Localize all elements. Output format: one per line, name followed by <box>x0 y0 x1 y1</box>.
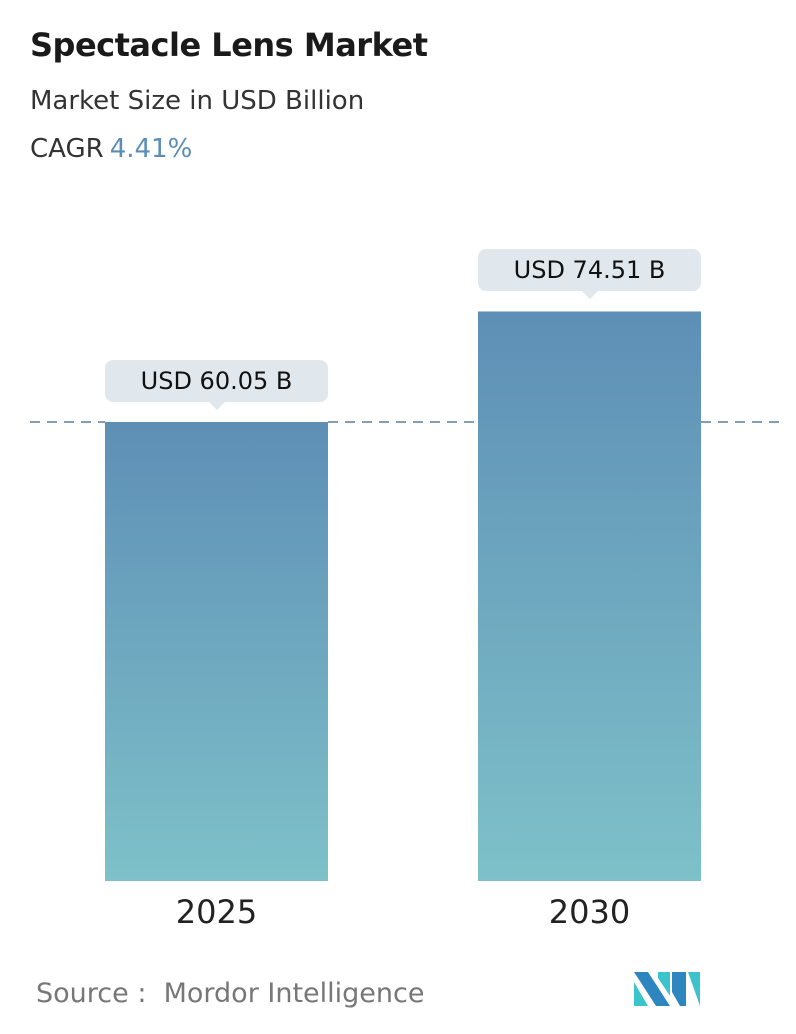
source-text: Source : Mordor Intelligence <box>36 978 424 1009</box>
bar-2025 <box>105 422 328 881</box>
cagr: CAGR 4.41% <box>30 134 192 164</box>
source-label: Source : <box>36 978 147 1009</box>
bar-2030 <box>478 311 701 881</box>
cagr-label: CAGR <box>30 134 104 164</box>
data-label-2025: USD 60.05 B <box>105 360 328 410</box>
x-tick-2025: 2025 <box>175 893 258 931</box>
chart-title: Spectacle Lens Market <box>30 26 428 64</box>
data-label-2030: USD 74.51 B <box>478 249 701 300</box>
chart-subtitle: Market Size in USD Billion <box>30 86 365 116</box>
x-tick-2030: 2030 <box>548 893 631 931</box>
cagr-value: 4.41% <box>109 134 193 164</box>
source-name: Mordor Intelligence <box>163 978 425 1009</box>
mordor-intelligence-logo <box>634 972 700 1006</box>
